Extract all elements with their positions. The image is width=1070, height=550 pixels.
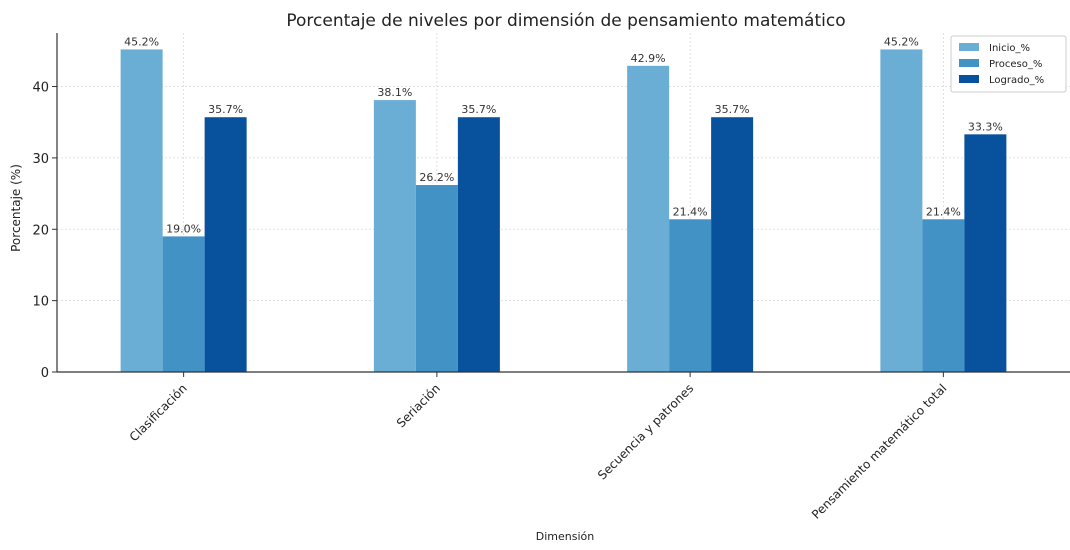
chart-title: Porcentaje de niveles por dimensión de p…: [286, 11, 845, 31]
data-labels: 45.2% 38.1% 42.9% 45.2% 19.0% 26.2% 21.4% 21.4%…: [124, 35, 1003, 235]
legend-label: Inicio_%: [989, 43, 1030, 54]
y-tick-label: 30: [32, 152, 49, 167]
bar-1-1: [120, 49, 163, 373]
bar-3-4: [964, 134, 1007, 372]
data-label: 38.1%: [377, 86, 412, 99]
y-tick-label: 20: [32, 223, 49, 238]
data-label: 45.2%: [884, 35, 919, 48]
bar-3-1: [204, 117, 247, 372]
legend-swatch: [959, 59, 979, 67]
data-label: 35.7%: [461, 103, 496, 116]
y-tick-label: 0: [41, 366, 49, 381]
bar-1-4: [880, 49, 923, 373]
data-label: 21.4%: [673, 205, 708, 218]
data-label: 35.7%: [715, 103, 750, 116]
legend-swatch: [959, 75, 979, 83]
bars: [120, 49, 1007, 373]
data-label: 33.3%: [968, 120, 1003, 133]
legend-swatch: [959, 43, 979, 51]
legend-label: Logrado_%: [989, 75, 1044, 86]
y-tick-label: 40: [32, 81, 49, 96]
bar-1-2: [373, 100, 416, 373]
bar-2-2: [415, 185, 458, 372]
y-axis-label: Porcentaje (%): [9, 164, 23, 252]
bar-3-2: [457, 117, 500, 372]
legend-label: Proceso_%: [989, 59, 1042, 70]
data-label: 21.4%: [926, 205, 961, 218]
bar-2-4: [922, 219, 965, 372]
bar-2-3: [669, 219, 712, 372]
legend-box: [950, 35, 1067, 93]
bar-3-3: [711, 117, 754, 372]
legend: Inicio_% Proceso_% Logrado_%: [950, 35, 1067, 93]
data-label: 26.2%: [419, 171, 454, 184]
x-axis-label: Dimensión: [536, 530, 594, 543]
data-label: 19.0%: [166, 222, 201, 235]
bar-2-1: [162, 236, 205, 372]
data-label: 42.9%: [631, 52, 666, 65]
data-label: 35.7%: [208, 103, 243, 116]
y-tick-label: 10: [32, 295, 49, 310]
data-label: 45.2%: [124, 35, 159, 48]
bar-1-3: [627, 65, 670, 373]
